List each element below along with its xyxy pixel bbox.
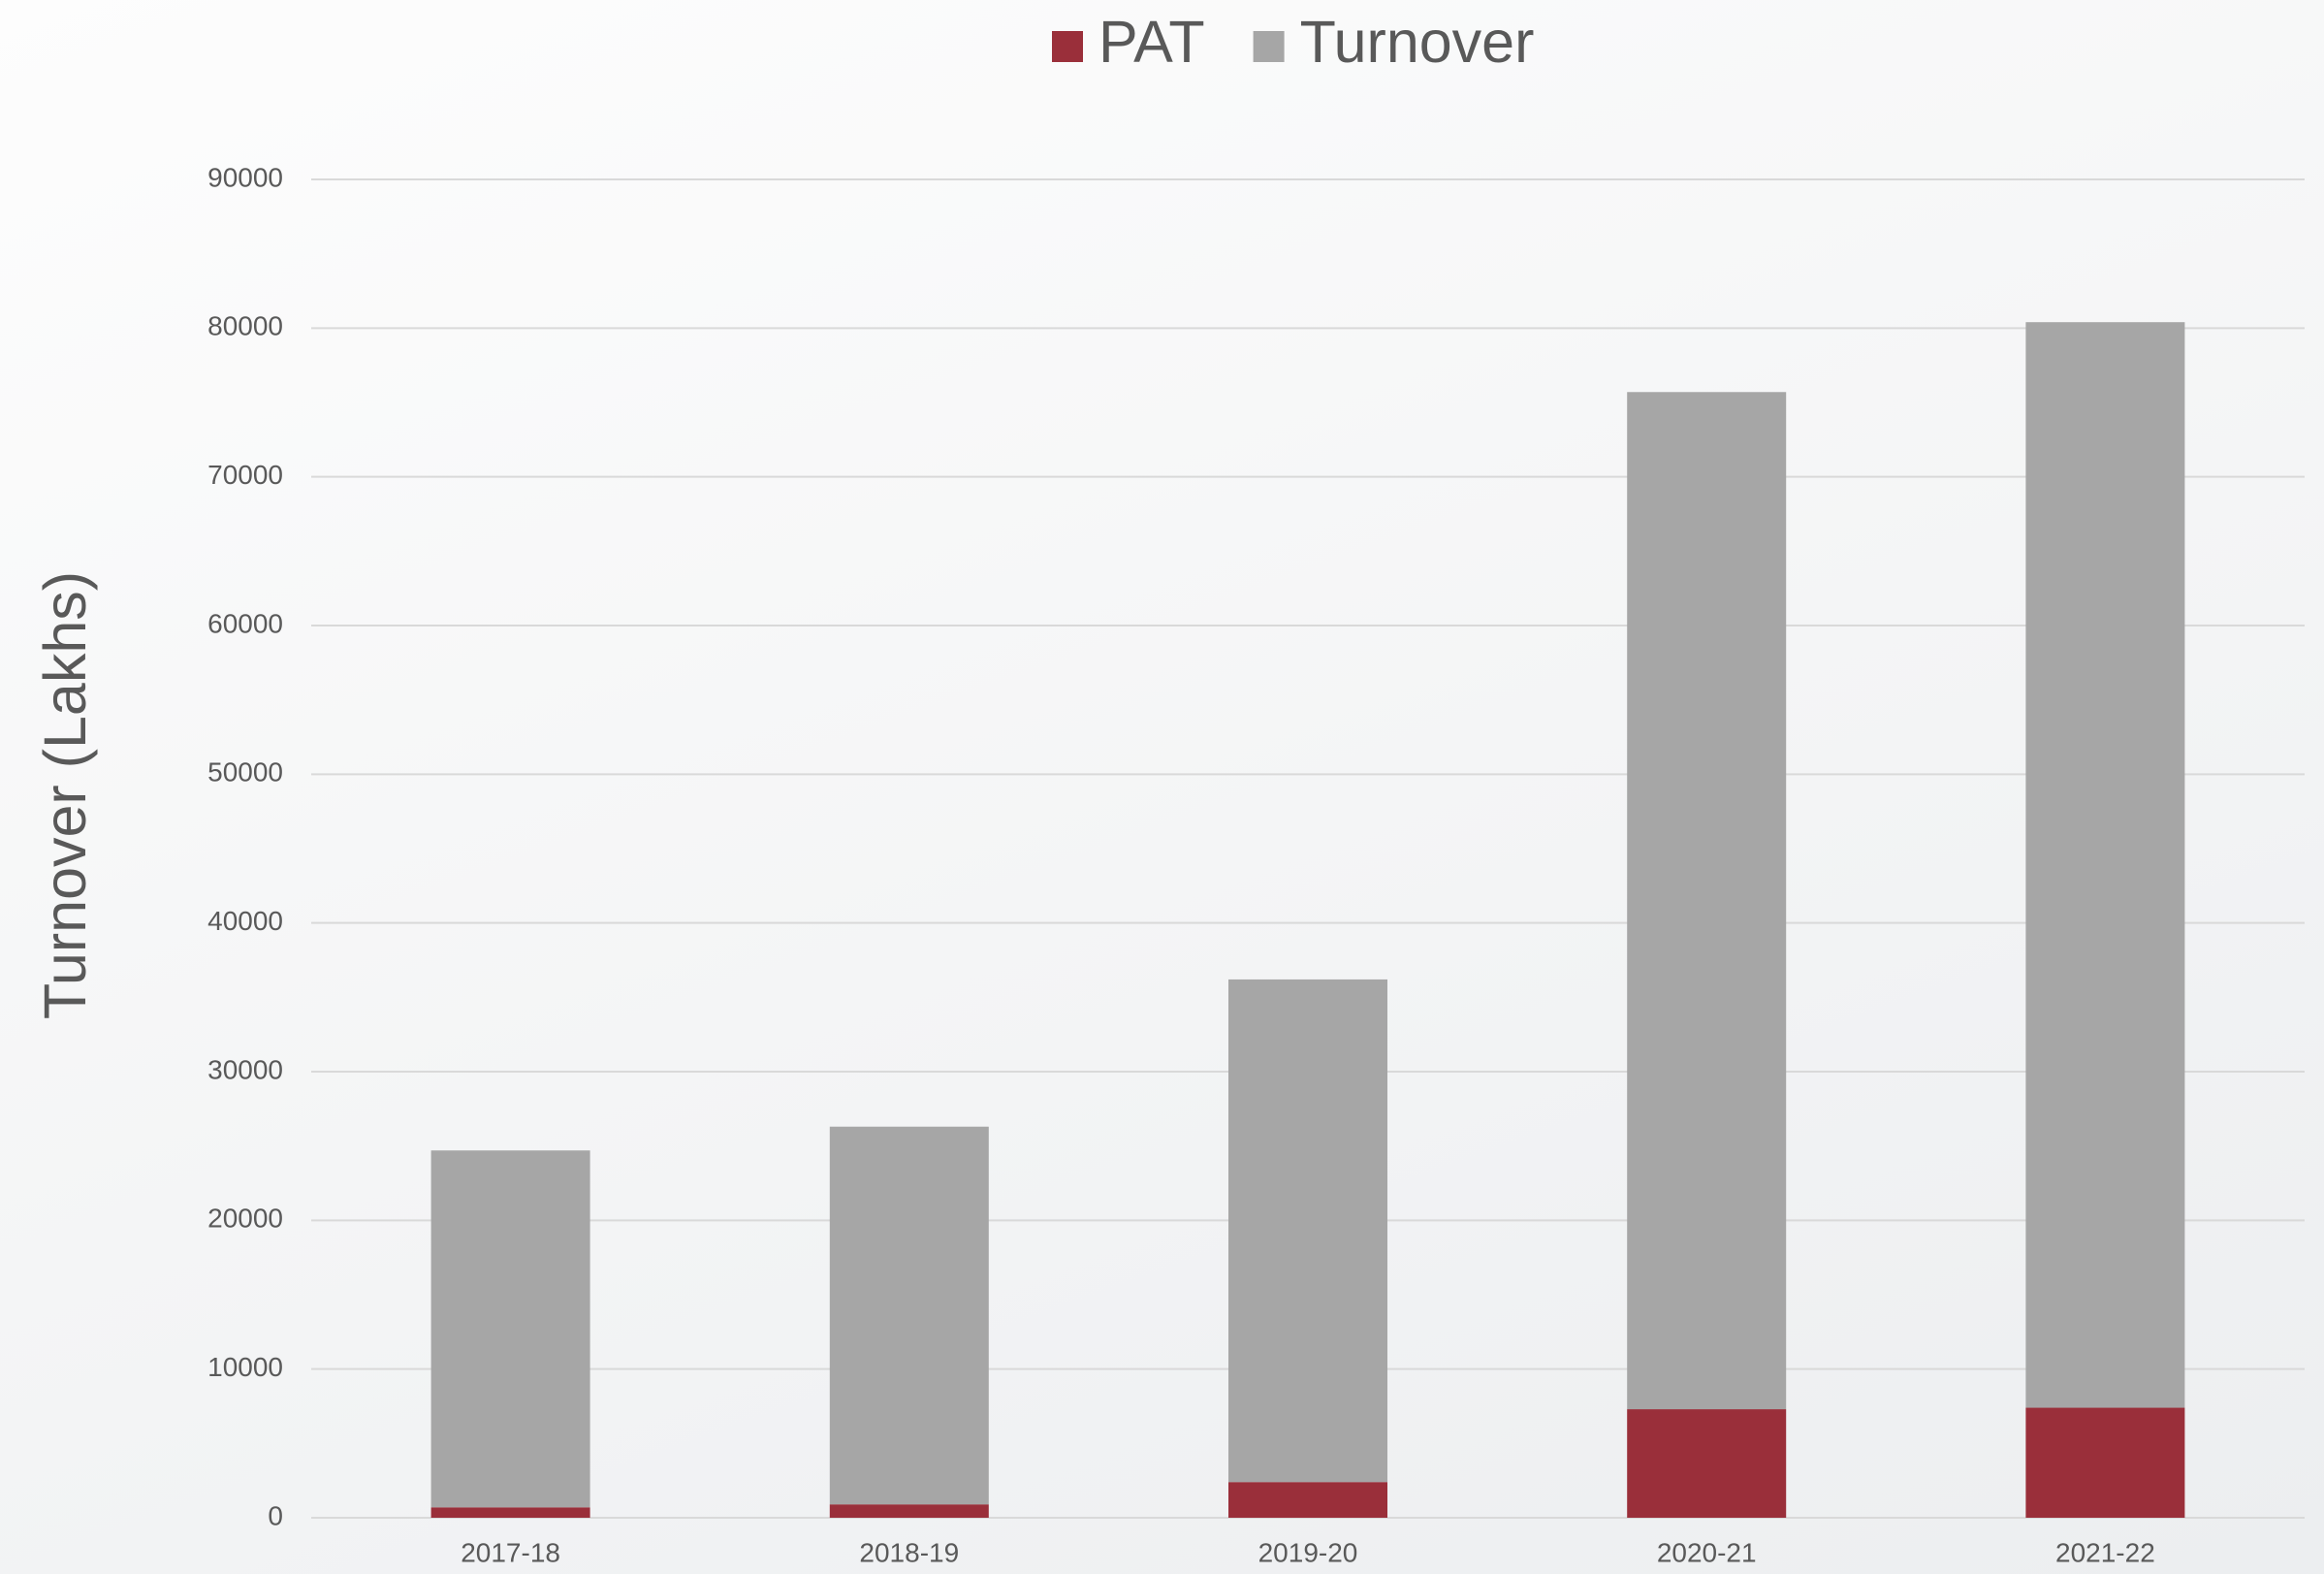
x-tick-label: 2021-22 — [2055, 1537, 2155, 1567]
y-axis-title: Turnover (Lakhs) — [32, 571, 98, 1019]
y-tick-label: 20000 — [207, 1204, 283, 1234]
bar-segment — [1627, 1409, 1786, 1518]
legend: PAT Turnover — [1052, 9, 1534, 75]
y-tick-label: 90000 — [207, 162, 283, 192]
y-tick-label: 50000 — [207, 757, 283, 787]
legend-label: Turnover — [1300, 9, 1535, 75]
y-tick-label: 30000 — [207, 1054, 283, 1084]
legend-swatch — [1254, 31, 1285, 62]
bar-segment — [431, 1507, 590, 1518]
x-tick-label: 2019-20 — [1258, 1537, 1358, 1567]
y-tick-label: 0 — [268, 1500, 283, 1530]
y-tick-label: 40000 — [207, 906, 283, 936]
bar-segment — [1627, 392, 1786, 1409]
y-tick-label: 70000 — [207, 460, 283, 490]
x-tick-label: 2017-18 — [461, 1537, 560, 1567]
x-tick-label: 2018-19 — [859, 1537, 959, 1567]
bar-segment — [2025, 1408, 2184, 1518]
bar-segment — [431, 1150, 590, 1507]
legend-label: PAT — [1098, 9, 1205, 75]
y-tick-label: 80000 — [207, 311, 283, 341]
bar-segment — [1228, 980, 1387, 1482]
bar-segment — [2025, 322, 2184, 1407]
legend-swatch — [1052, 31, 1083, 62]
chart: Turnover (Lakhs) PAT Turnover 0 10000 20000… — [0, 0, 2324, 1574]
y-tick-label: 10000 — [207, 1352, 283, 1382]
bar-segment — [830, 1127, 989, 1504]
bar-segment — [830, 1504, 989, 1518]
y-tick-label: 60000 — [207, 608, 283, 638]
x-tick-label: 2020-21 — [1657, 1537, 1757, 1567]
bar-segment — [1228, 1482, 1387, 1518]
